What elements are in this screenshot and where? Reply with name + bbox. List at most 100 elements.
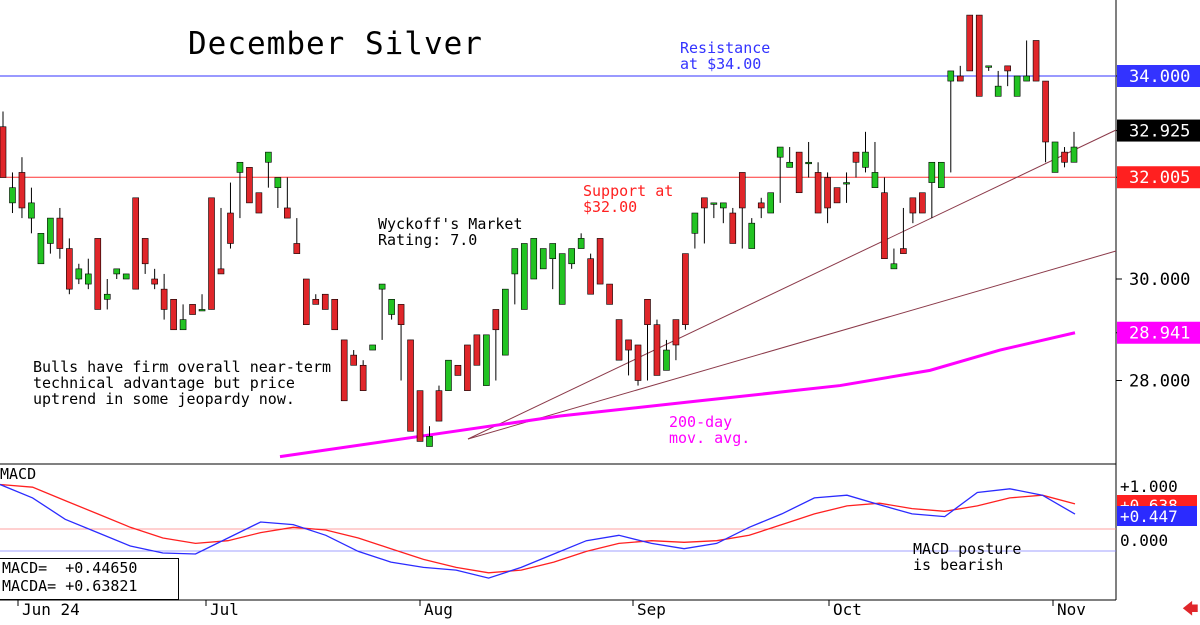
candle-body (729, 212, 737, 244)
candle-body (464, 344, 471, 391)
candle-body (625, 339, 632, 351)
candle-body (37, 233, 45, 265)
candle-body (748, 222, 756, 249)
candle-body (577, 238, 585, 249)
candle-body (824, 177, 831, 209)
price-tag (1117, 166, 1200, 189)
macd-posture-annotation: MACD posture is bearish (913, 540, 1022, 574)
candle-body (938, 161, 945, 188)
price-tick-label: 28.000 (1129, 372, 1190, 392)
candle-body (435, 390, 443, 422)
macda-value: MACDA= +0.63821 (2, 577, 138, 595)
candle-body (814, 172, 822, 214)
candle-body (710, 202, 718, 205)
candle-body (871, 172, 879, 188)
candle-body (928, 161, 936, 183)
candle-body (1032, 40, 1040, 82)
candle-body (606, 283, 613, 305)
candle-body (407, 339, 414, 432)
candle-body (1061, 151, 1068, 163)
candle-body (587, 258, 594, 295)
candle-body (738, 172, 746, 209)
candle-body (1042, 80, 1049, 143)
candle-body (956, 75, 964, 82)
candle-body (265, 151, 272, 163)
candle-body (549, 243, 557, 260)
candle-body (454, 364, 462, 376)
macd-tick-label: +1.000 (1120, 477, 1178, 496)
candle-body (644, 298, 651, 325)
ma200-annotation: 200-day mov. avg. (669, 413, 751, 447)
candle-body (302, 278, 310, 325)
macd-line (0, 483, 1076, 579)
candle-body (1023, 75, 1030, 82)
left-arrow-icon[interactable]: 🡄 (1182, 599, 1199, 618)
candle-body (9, 187, 16, 204)
candle-body (350, 354, 357, 366)
candle-body (795, 151, 803, 194)
candle-body (947, 70, 955, 82)
macd-tag (1117, 506, 1197, 526)
candle-body (122, 273, 130, 280)
candle-body (691, 212, 699, 234)
candle-body (720, 202, 727, 209)
candle-body (975, 14, 983, 97)
rating-annotation: Wyckoff's Market Rating: 7.0 (378, 215, 523, 249)
candle-body (852, 151, 860, 163)
candle-body (18, 172, 26, 209)
candle-body (312, 298, 320, 305)
candle-body (151, 278, 158, 285)
macd-panel-label: MACD (0, 465, 37, 483)
candle-body (132, 197, 139, 290)
candle-body (359, 364, 367, 391)
candle-body (596, 238, 604, 285)
candle-body (483, 334, 490, 386)
candle-body (66, 248, 73, 290)
candle-body (331, 298, 339, 331)
candle-body (1070, 146, 1078, 163)
macd-value-box: MACD= +0.44650 MACDA= +0.63821 (0, 558, 179, 600)
candle-body (56, 217, 64, 249)
support-annotation: Support at $32.00 (583, 182, 674, 216)
price-tick-label: 30.000 (1129, 270, 1190, 290)
price-tick-label: 34.000 (1129, 67, 1190, 87)
candle-body (900, 248, 907, 254)
bulls-annotation: Bulls have firm overall near-term techni… (33, 358, 332, 408)
price-tick-label: 32.925 (1129, 122, 1190, 142)
candle-body (340, 339, 348, 402)
candle-body (701, 197, 708, 209)
candle-body (236, 161, 244, 173)
candle-body (293, 243, 301, 254)
candle-body (189, 304, 196, 315)
candle-body (966, 14, 974, 72)
x-tick-label: Oct (833, 600, 862, 619)
candle-body (28, 202, 35, 219)
candle-body (217, 268, 225, 275)
candle-body (634, 344, 642, 381)
macd-tick-label: +0.447 (1120, 507, 1178, 526)
x-tick-label: Sep (637, 600, 666, 619)
candle-body (653, 324, 661, 376)
candle-body (985, 65, 992, 68)
candle-body (615, 319, 623, 361)
candle-body (170, 298, 177, 331)
candle-body (426, 436, 433, 447)
candle-body (255, 192, 263, 214)
price-tick-label: 28.941 (1129, 324, 1190, 344)
candle-body (805, 161, 812, 165)
candle-body (321, 293, 329, 310)
candle-body (160, 288, 168, 310)
macda-line (0, 483, 1076, 574)
candle-body (47, 217, 54, 244)
candle-body (113, 268, 121, 275)
x-tick-label: Nov (1057, 600, 1086, 619)
candle-body (388, 298, 395, 315)
candle-body (198, 309, 206, 312)
x-tick-label: Jun 24 (22, 600, 80, 619)
candle-body (881, 192, 888, 260)
candle-body (919, 192, 926, 214)
candle-body (274, 177, 282, 188)
resistance-annotation: Resistance at $34.00 (680, 39, 771, 73)
price-tag (1117, 65, 1200, 87)
candle-body (0, 126, 7, 178)
